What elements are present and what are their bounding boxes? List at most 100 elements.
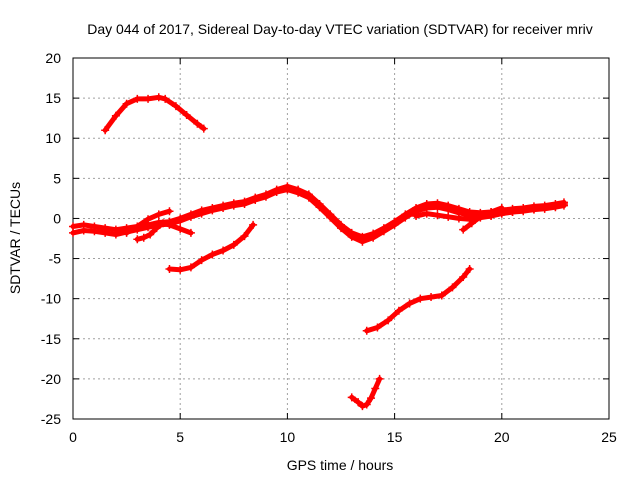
data-point-arc-9-2 xyxy=(433,211,442,220)
data-point-arc-7-2 xyxy=(384,316,393,325)
data-point-arc-6-2 xyxy=(144,215,153,224)
data-point-arc-7-8 xyxy=(448,283,457,292)
data-point-arc-10-4 xyxy=(497,204,506,213)
data-point-arc-9-11 xyxy=(529,204,538,213)
series-line-arc-7 xyxy=(364,266,473,334)
data-point-arc-10-3 xyxy=(487,208,496,217)
data-point-arc-1-6 xyxy=(161,94,170,103)
x-tick-label: 5 xyxy=(176,429,184,445)
data-point-arc-3-31 xyxy=(401,213,410,222)
data-point-arc-7-5 xyxy=(416,294,425,303)
data-point-arc-8-6 xyxy=(375,374,384,383)
data-point-arc-3-21 xyxy=(294,188,303,197)
data-point-arc-3-4 xyxy=(111,230,120,239)
data-point-arc-4-2 xyxy=(186,263,195,272)
data-point-arc-5-3 xyxy=(152,224,161,233)
data-point-arc-7-1 xyxy=(373,323,382,332)
data-point-arc-6-3 xyxy=(154,210,163,219)
data-point-arc-6-0 xyxy=(122,228,131,237)
data-point-arc-4-8 xyxy=(249,220,258,229)
data-point-arc-7-4 xyxy=(405,299,414,308)
grid-lines xyxy=(73,58,609,419)
data-point-arc-6-1 xyxy=(133,222,142,231)
x-tick-label: 0 xyxy=(69,429,77,445)
plot-frame xyxy=(72,57,610,420)
data-point-arc-3-13 xyxy=(208,206,217,215)
data-point-arc-3-10 xyxy=(176,216,185,225)
x-tick-label: 20 xyxy=(494,429,510,445)
data-point-arc-4-7 xyxy=(240,232,249,241)
y-tick-label: 0 xyxy=(53,210,61,226)
data-point-arc-8-4 xyxy=(367,394,376,403)
data-point-arc-1-9 xyxy=(193,119,202,128)
x-tick-label: 15 xyxy=(387,429,403,445)
data-point-arc-4-4 xyxy=(208,250,217,259)
data-point-arc-3-14 xyxy=(219,204,228,213)
data-point-arc-7-10 xyxy=(465,264,474,273)
data-point-arc-10-2 xyxy=(476,212,485,221)
data-point-arc-3-26 xyxy=(347,232,356,241)
data-point-arc-7-6 xyxy=(427,293,436,302)
x-tick-label: 10 xyxy=(280,429,296,445)
data-point-arc-4-0 xyxy=(165,264,174,273)
data-point-arc-4-5 xyxy=(219,246,228,255)
y-tick-label: 15 xyxy=(45,90,61,106)
data-point-arc-1-7 xyxy=(171,102,180,111)
data-point-arc-3-27 xyxy=(358,237,367,246)
data-point-arc-3-17 xyxy=(251,195,260,204)
y-tick-label: -25 xyxy=(41,411,61,427)
data-point-arc-3-2 xyxy=(90,227,99,236)
data-point-arc-1-1 xyxy=(111,111,120,120)
data-point-arc-3-18 xyxy=(261,192,270,201)
data-point-arc-1-4 xyxy=(144,94,153,103)
data-point-arc-1-2 xyxy=(122,99,131,108)
data-point-arc-5-4 xyxy=(159,219,168,228)
x-tick-label: 25 xyxy=(601,429,617,445)
y-tick-label: 5 xyxy=(53,170,61,186)
data-point-arc-3-23 xyxy=(315,203,324,212)
data-point-arc-8-0 xyxy=(347,393,356,402)
data-point-arc-3-20 xyxy=(283,185,292,194)
data-point-arc-4-6 xyxy=(229,240,238,249)
data-point-arc-9-1 xyxy=(422,209,431,218)
data-point-arc-4-1 xyxy=(176,265,185,274)
data-point-arc-3-0 xyxy=(69,228,77,237)
y-axis-label: SDTVAR / TECUs xyxy=(7,182,23,294)
tick-labels: 0 5 10 15 20 25 -25 -20 -15 -10 -5 0 5 10 15 20 xyxy=(41,50,617,445)
data-point-arc-7-7 xyxy=(437,291,446,300)
data-point-arc-5-6 xyxy=(176,224,185,233)
data-point-arc-3-1 xyxy=(79,226,88,235)
y-tick-label: 20 xyxy=(45,50,61,66)
data-point-arc-3-7 xyxy=(144,223,153,232)
data-point-arc-3-11 xyxy=(186,212,195,221)
y-tick-label: -10 xyxy=(41,291,61,307)
chart-title: Day 044 of 2017, Sidereal Day-to-day VTE… xyxy=(87,21,592,37)
y-tick-label: -20 xyxy=(41,371,61,387)
data-point-arc-3-22 xyxy=(304,193,313,202)
data-point-arc-9-0 xyxy=(412,212,421,221)
data-point-arc-7-3 xyxy=(394,306,403,315)
data-point-arc-1-10 xyxy=(199,124,208,133)
data-point-arc-7-0 xyxy=(362,326,371,335)
data-point-arc-3-3 xyxy=(101,228,110,237)
data-point-arc-3-19 xyxy=(272,187,281,196)
data-point-arc-3-28 xyxy=(369,233,378,242)
data-point-arc-9-12 xyxy=(540,203,549,212)
data-point-arc-9-4 xyxy=(454,214,463,223)
x-axis-label: GPS time / hours xyxy=(287,457,394,473)
data-point-arc-3-35 xyxy=(444,205,453,214)
data-point-arc-7-9 xyxy=(459,273,468,282)
data-point-arc-9-13 xyxy=(551,202,560,211)
y-tick-label: -15 xyxy=(41,331,61,347)
data-point-arc-5-2 xyxy=(146,230,155,239)
y-tick-label: -5 xyxy=(49,251,62,267)
axes xyxy=(72,57,610,420)
data-point-arc-1-5 xyxy=(154,93,163,102)
data-point-arc-1-8 xyxy=(182,110,191,119)
series-line-arc-1 xyxy=(102,94,207,133)
data-point-arc-3-24 xyxy=(326,213,335,222)
data-point-arc-8-3 xyxy=(362,400,371,409)
data-point-arc-3-16 xyxy=(240,200,249,209)
